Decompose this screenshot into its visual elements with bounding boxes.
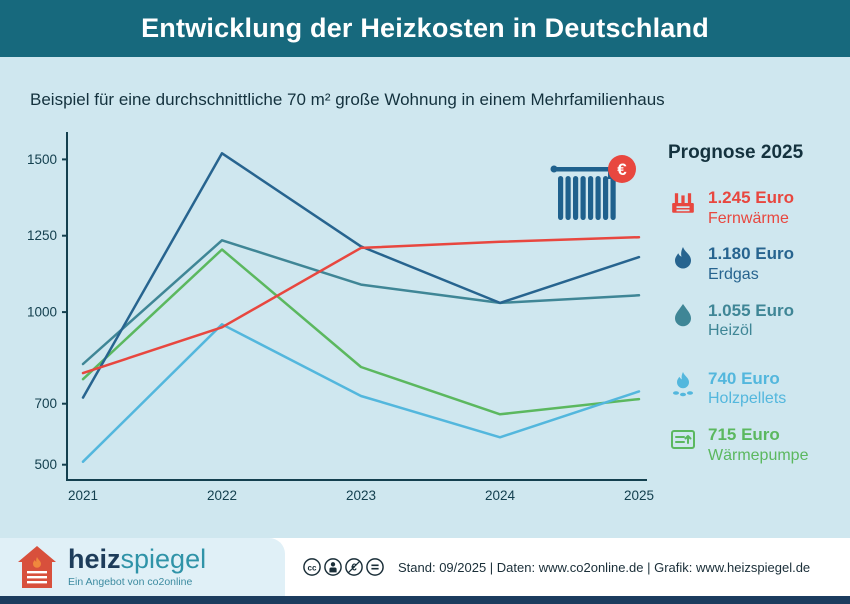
bottom-accent-strip (0, 596, 850, 604)
radiator-euro-icon: € (548, 152, 638, 231)
legend-item-erdgas: 1.180 Euro Erdgas (668, 244, 844, 284)
pellet-flame-icon (668, 369, 698, 397)
logo-spiegel: spiegel (120, 544, 207, 575)
logo-wordmark: heizspiegel (68, 546, 206, 573)
svg-text:1000: 1000 (27, 305, 57, 320)
legend-label: Holzpellets (708, 390, 787, 408)
legend-item-waermepumpe: 715 Euro Wärmepumpe (668, 425, 844, 465)
oil-drop-icon (668, 301, 698, 329)
district-heating-icon (668, 188, 698, 216)
legend-value: 740 Euro (708, 368, 780, 388)
svg-text:cc: cc (308, 564, 317, 573)
logo-subtitle: Ein Angebot von co2online (68, 576, 193, 589)
cc-nc-icon: € (345, 558, 363, 576)
heizspiegel-logo-icon (18, 546, 56, 588)
svg-text:1250: 1250 (27, 228, 57, 243)
line-chart: 500 700 1000 1250 1500 2021 2022 2023 2024 2025 (27, 132, 654, 503)
legend-value: 1.055 Euro (708, 300, 794, 320)
legend-panel: Prognose 2025 1.245 Euro Fernwärme 1.180… (668, 142, 844, 481)
legend-label: Fernwärme (708, 209, 789, 227)
svg-text:€: € (351, 563, 357, 574)
legend-value: 1.245 Euro (708, 188, 794, 207)
chart-subtitle: Beispiel für eine durchschnittliche 70 m… (30, 90, 665, 109)
legend-value: 1.180 Euro (708, 244, 794, 264)
legend-label: Wärmepumpe (708, 446, 809, 464)
euro-symbol: € (617, 160, 627, 179)
svg-text:2023: 2023 (346, 488, 376, 503)
page-title: Entwicklung der Heizkosten in Deutschlan… (141, 13, 709, 43)
gas-flame-icon (668, 244, 698, 272)
svg-text:1500: 1500 (27, 152, 57, 167)
svg-text:2021: 2021 (68, 488, 98, 503)
cc-icon: cc (303, 558, 321, 576)
svg-text:700: 700 (34, 396, 57, 411)
logo-heiz: heiz (68, 544, 121, 575)
footer-meta: Stand: 09/2025 | Daten: www.co2online.de… (398, 559, 811, 575)
legend-item-fernwaerme: 1.245 Euro Fernwärme (668, 188, 844, 228)
svg-text:500: 500 (34, 457, 57, 472)
heat-pump-icon (668, 425, 698, 451)
legend-label: Erdgas (708, 265, 759, 283)
legend-item-holzpellets: 740 Euro Holzpellets (668, 369, 844, 409)
cc-by-icon (324, 558, 342, 576)
legend-title: Prognose 2025 (668, 142, 804, 163)
svg-text:2025: 2025 (624, 488, 654, 503)
svg-text:2022: 2022 (207, 488, 237, 503)
header-banner: Entwicklung der Heizkosten in Deutschlan… (0, 0, 850, 57)
cc-nd-icon (366, 558, 384, 576)
footer-bar: heizspiegel Ein Angebot von co2online cc… (0, 538, 850, 596)
svg-text:2024: 2024 (485, 488, 516, 503)
legend-item-heizoel: 1.055 Euro Heizöl (668, 301, 844, 341)
legend-value: 715 Euro (708, 425, 780, 444)
cc-license-icons: cc € (303, 558, 384, 576)
heizspiegel-logo: heizspiegel Ein Angebot von co2online (0, 538, 285, 596)
legend-label: Heizöl (708, 322, 753, 340)
